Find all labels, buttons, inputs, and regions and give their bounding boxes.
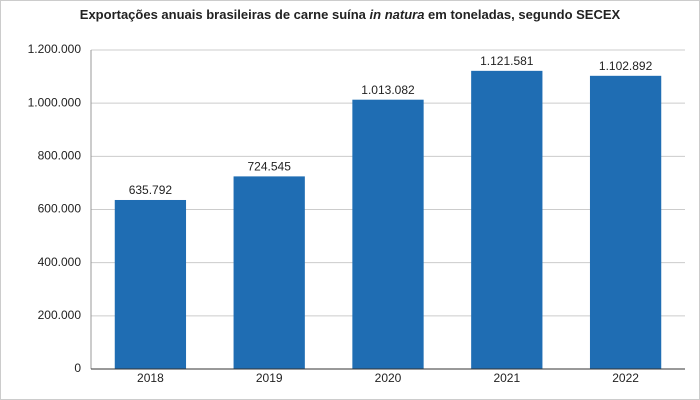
y-tick-label: 600.000: [38, 202, 82, 216]
y-tick-label: 0: [74, 361, 81, 375]
bar: [114, 199, 187, 369]
y-tick-label: 200.000: [38, 308, 82, 322]
bar: [589, 75, 662, 369]
y-tick-label: 800.000: [38, 149, 82, 163]
x-tick-label: 2021: [493, 371, 520, 385]
title-part: Exportações anuais brasileiras de carne …: [80, 7, 370, 22]
bar: [352, 99, 424, 370]
x-tick-label: 2019: [256, 371, 283, 385]
data-label: 1.102.892: [599, 59, 653, 73]
y-tick-label: 1.200.000: [28, 42, 82, 56]
data-label: 1.013.082: [361, 83, 415, 97]
data-label: 1.121.581: [480, 54, 534, 68]
x-tick-label: 2022: [612, 371, 639, 385]
y-tick-label: 1.000.000: [28, 95, 82, 109]
title-part: em toneladas, segundo SECEX: [424, 7, 620, 22]
bar: [471, 70, 543, 370]
y-tick-label: 400.000: [38, 255, 82, 269]
bar: [233, 176, 305, 369]
data-label: 724.545: [248, 160, 292, 174]
data-label: 635.792: [129, 183, 173, 197]
title-part: in natura: [370, 7, 425, 22]
chart-title: Exportações anuais brasileiras de carne …: [80, 7, 621, 22]
x-tick-label: 2018: [137, 371, 164, 385]
x-tick-label: 2020: [375, 371, 402, 385]
